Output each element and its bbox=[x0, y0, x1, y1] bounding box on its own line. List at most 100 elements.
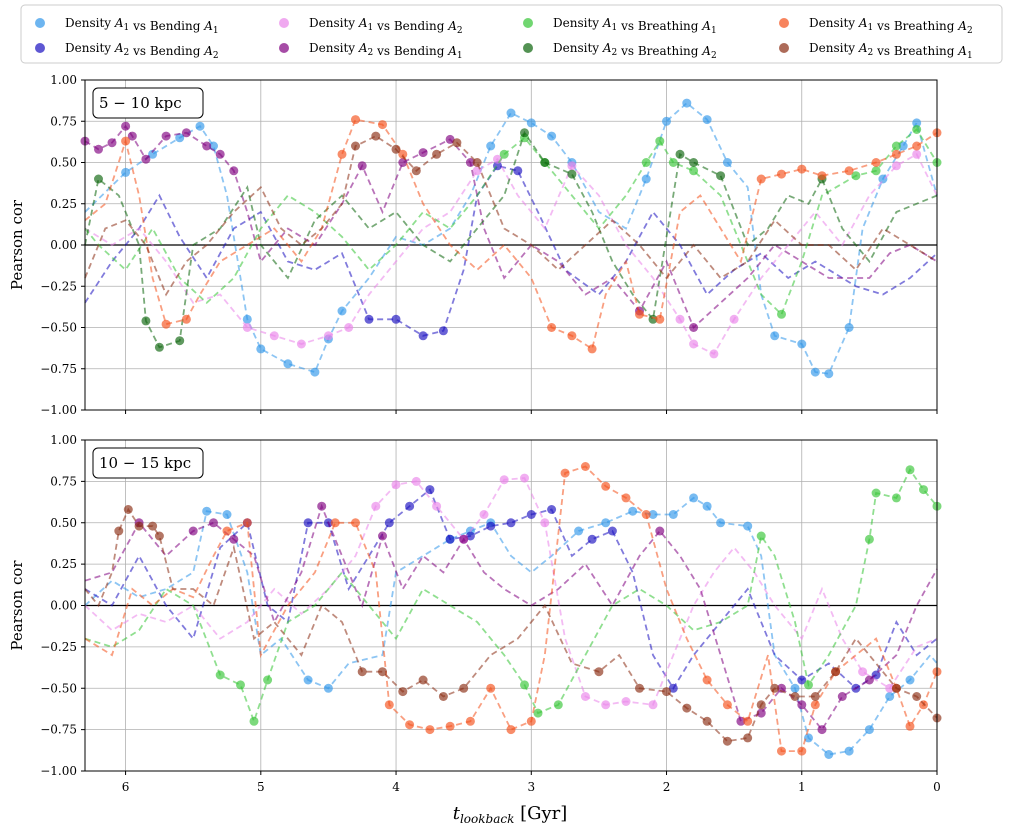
data-point-d2r1 bbox=[472, 158, 482, 167]
legend-frame bbox=[20, 4, 1003, 64]
series-line-d2b1 bbox=[84, 124, 938, 330]
data-point-d2b2 bbox=[465, 531, 475, 541]
panel-label-box bbox=[92, 87, 204, 119]
data-point-d1r2 bbox=[722, 700, 732, 710]
data-point-d2r1 bbox=[702, 716, 712, 726]
legend-marker-d2r1 bbox=[779, 43, 789, 53]
data-point-d1r2 bbox=[161, 319, 171, 329]
x-tick-label: 5 bbox=[257, 780, 265, 794]
data-point-d2r2 bbox=[540, 158, 550, 167]
data-point-d1r2 bbox=[777, 169, 786, 179]
data-point-d1b1 bbox=[716, 518, 726, 528]
y-tick-label: 0.50 bbox=[50, 516, 77, 530]
legend-label-d2r1: Density A2 vs Breathing A1 bbox=[809, 41, 973, 61]
data-point-d1b1 bbox=[148, 149, 158, 159]
data-point-d2r1 bbox=[432, 149, 442, 159]
y-tick-label: 0.75 bbox=[50, 114, 77, 128]
data-point-d1b2 bbox=[432, 501, 442, 511]
data-point-d1r2 bbox=[547, 323, 557, 332]
data-point-d2r1 bbox=[398, 687, 408, 697]
data-point-d2r1 bbox=[134, 521, 144, 531]
data-point-d1r1 bbox=[871, 488, 881, 498]
data-point-d2r1 bbox=[790, 692, 800, 701]
data-point-d1r2 bbox=[797, 164, 807, 174]
data-point-d2r1 bbox=[662, 687, 671, 697]
data-point-d2b1 bbox=[121, 121, 131, 131]
data-point-d1r2 bbox=[337, 149, 347, 159]
data-point-d2b1 bbox=[465, 158, 475, 167]
data-point-d1r1 bbox=[263, 675, 273, 685]
data-point-d1b1 bbox=[668, 510, 678, 519]
data-point-d2r1 bbox=[438, 692, 448, 701]
legend-marker-d2b2 bbox=[35, 43, 45, 53]
y-tick-label: −1.00 bbox=[40, 403, 77, 417]
data-point-d1b1 bbox=[648, 510, 658, 519]
y-axis-label: Pearson cor bbox=[8, 560, 26, 651]
y-axis-label: Pearson cor bbox=[8, 199, 26, 290]
data-point-d1r1 bbox=[499, 149, 509, 159]
data-point-d1b1 bbox=[824, 750, 834, 759]
data-point-d1b1 bbox=[641, 174, 651, 184]
data-point-d2r1 bbox=[743, 733, 753, 743]
data-point-d2r2 bbox=[567, 169, 577, 179]
data-point-d1r2 bbox=[797, 746, 807, 756]
data-point-d1b1 bbox=[804, 733, 813, 743]
data-point-d1b2 bbox=[371, 501, 381, 511]
data-point-d1r2 bbox=[891, 149, 901, 159]
data-point-d1r1 bbox=[777, 309, 786, 319]
data-point-d1b2 bbox=[520, 473, 529, 483]
data-point-d1b1 bbox=[175, 133, 185, 143]
data-point-d2r1 bbox=[756, 700, 766, 710]
data-point-d1b2 bbox=[709, 349, 719, 359]
data-point-d1r2 bbox=[560, 468, 570, 478]
data-point-d1b2 bbox=[479, 510, 489, 519]
data-point-d2b1 bbox=[229, 534, 239, 544]
data-point-d2b2 bbox=[587, 534, 597, 544]
data-point-d1b1 bbox=[824, 369, 834, 379]
data-point-d2b1 bbox=[94, 144, 103, 154]
data-point-d1r1 bbox=[668, 158, 678, 167]
data-point-d1b2 bbox=[621, 697, 631, 706]
legend: Density A1 vs Bending A1 Density A2 vs Be… bbox=[20, 4, 1003, 64]
data-point-d2b1 bbox=[655, 526, 665, 536]
data-point-d1r1 bbox=[236, 680, 245, 690]
legend-marker-d2r2 bbox=[523, 43, 533, 53]
data-point-d1b2 bbox=[912, 149, 922, 159]
data-point-d1r2 bbox=[405, 720, 415, 730]
data-point-d1r2 bbox=[398, 149, 408, 159]
data-point-d2b1 bbox=[378, 531, 387, 541]
data-point-d2b1 bbox=[777, 683, 786, 693]
data-point-d1b2 bbox=[858, 667, 868, 677]
data-point-d2b1 bbox=[188, 526, 198, 536]
y-tick-label: 0.75 bbox=[50, 474, 77, 488]
data-point-d1r2 bbox=[905, 721, 915, 731]
data-point-d1r2 bbox=[601, 481, 611, 491]
data-point-d2b1 bbox=[398, 158, 408, 167]
data-point-d1b1 bbox=[222, 510, 232, 519]
data-point-d1b2 bbox=[601, 700, 611, 710]
data-point-d1b1 bbox=[506, 108, 516, 118]
data-point-d2r1 bbox=[912, 692, 922, 701]
data-point-d1r2 bbox=[445, 721, 455, 731]
data-point-d2b1 bbox=[161, 131, 171, 141]
data-point-d2b1 bbox=[357, 161, 367, 171]
data-point-d1b1 bbox=[303, 675, 313, 685]
data-point-d2b1 bbox=[864, 675, 874, 685]
data-point-d1b1 bbox=[628, 506, 638, 516]
data-point-d1r1 bbox=[891, 141, 901, 151]
data-point-d1r1 bbox=[864, 534, 874, 544]
legend-label-d2r2: Density A2 vs Breathing A2 bbox=[553, 41, 717, 61]
x-tick-label: 4 bbox=[392, 780, 400, 794]
data-point-d2r1 bbox=[391, 144, 401, 154]
data-point-d2r1 bbox=[411, 166, 421, 176]
data-point-d2b1 bbox=[797, 700, 807, 710]
data-point-d2b1 bbox=[459, 534, 469, 544]
data-point-d1r1 bbox=[249, 716, 259, 726]
legend-label-d1b2: Density A1 vs Bending A2 bbox=[309, 16, 463, 36]
data-point-d1r2 bbox=[121, 136, 131, 146]
panel-label-box bbox=[92, 447, 204, 479]
y-tick-label: 0.25 bbox=[50, 197, 77, 211]
data-point-d1b1 bbox=[702, 501, 712, 511]
series-line-d2b1 bbox=[84, 503, 938, 732]
